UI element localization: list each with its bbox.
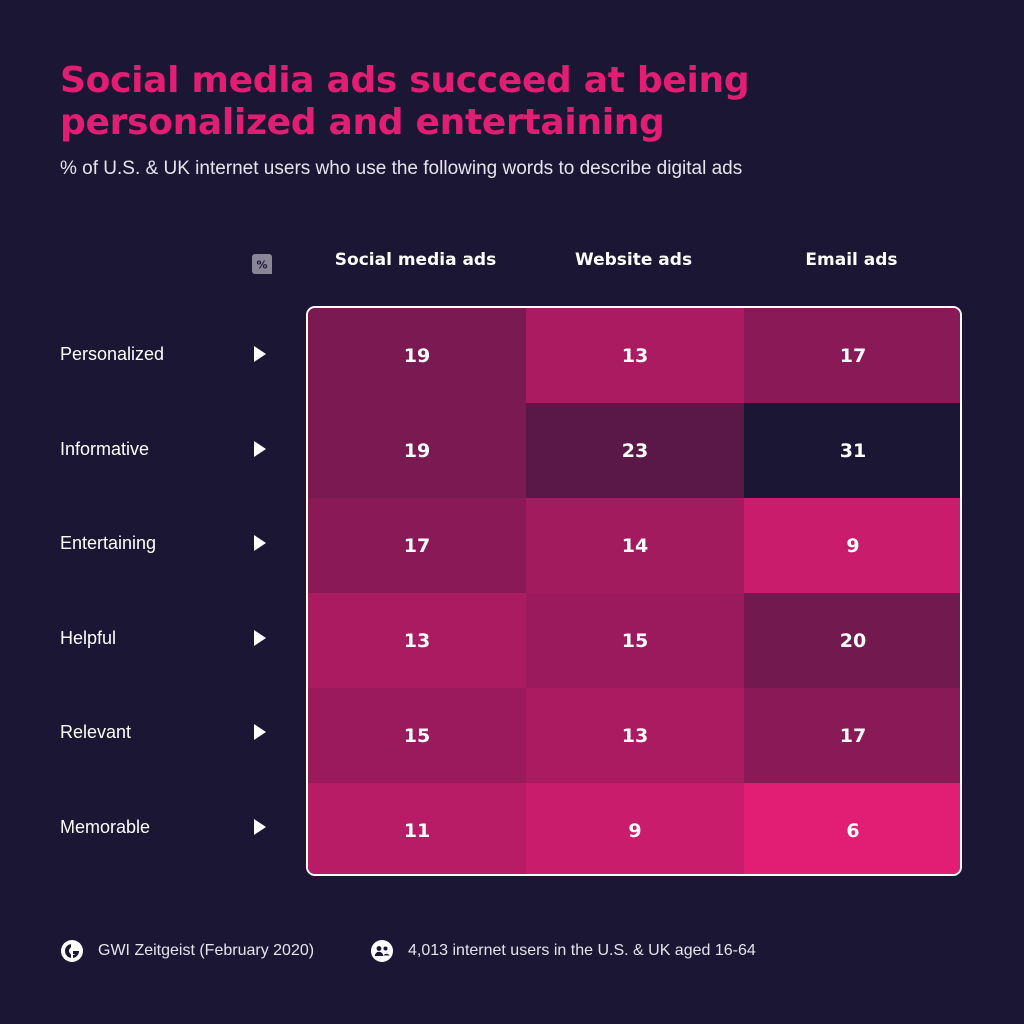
heatmap-cell: 23	[526, 403, 744, 498]
gwi-logo-icon	[61, 940, 83, 962]
heatmap-cell: 13	[526, 308, 744, 403]
heatmap-cell: 11	[308, 783, 526, 874]
column-header-website-ads: Website ads	[574, 250, 693, 270]
heatmap-cell: 19	[308, 308, 526, 403]
row-label-entertaining: Entertaining	[60, 533, 157, 553]
people-icon	[371, 940, 393, 962]
heatmap-cell: 17	[744, 688, 960, 783]
row-expand-arrow-icon[interactable]	[254, 819, 266, 835]
sample-text: 4,013 internet users in the U.S. & UK ag…	[408, 942, 756, 959]
row-label-personalized: Personalized	[60, 344, 165, 364]
heatmap-cell: 13	[308, 593, 526, 688]
row-label-memorable: Memorable	[60, 817, 151, 837]
row-label-helpful: Helpful	[60, 628, 117, 648]
heatmap-cell: 20	[744, 593, 960, 688]
heatmap-cell: 6	[744, 783, 960, 874]
row-expand-arrow-icon[interactable]	[254, 441, 266, 457]
percent-icon-label: %	[256, 259, 267, 272]
heatmap-cell: 17	[744, 308, 960, 403]
row-label-relevant: Relevant	[60, 722, 132, 742]
source-note: GWI Zeitgeist (February 2020)	[60, 938, 314, 964]
row-label-informative: Informative	[60, 439, 150, 459]
heatmap-cell: 13	[526, 688, 744, 783]
chart-title: Social media ads succeed at being person…	[60, 60, 750, 143]
column-header-social-media-ads: Social media ads	[334, 250, 497, 270]
row-expand-arrow-icon[interactable]	[254, 535, 266, 551]
heatmap-cell: 9	[526, 783, 744, 874]
heatmap-cell: 14	[526, 498, 744, 593]
source-text: GWI Zeitgeist (February 2020)	[98, 942, 315, 959]
heatmap-cell: 15	[526, 593, 744, 688]
sample-note: 4,013 internet users in the U.S. & UK ag…	[370, 938, 756, 964]
heatmap-cell: 9	[744, 498, 960, 593]
chart-subtitle: % of U.S. & UK internet users who use th…	[60, 158, 743, 179]
column-header-email-ads: Email ads	[805, 250, 898, 270]
heatmap-cell: 17	[308, 498, 526, 593]
heatmap-cell: 15	[308, 688, 526, 783]
row-expand-arrow-icon[interactable]	[254, 724, 266, 740]
heatmap-cell: 19	[308, 403, 526, 498]
heatmap-cell: 31	[744, 403, 960, 498]
percent-icon: %	[252, 254, 272, 274]
row-expand-arrow-icon[interactable]	[254, 346, 266, 362]
row-expand-arrow-icon[interactable]	[254, 630, 266, 646]
heatmap-grid: 19 13 17 19 23 31 17 14 9 13 15 20 15 13 17 11 9 6	[306, 306, 962, 876]
